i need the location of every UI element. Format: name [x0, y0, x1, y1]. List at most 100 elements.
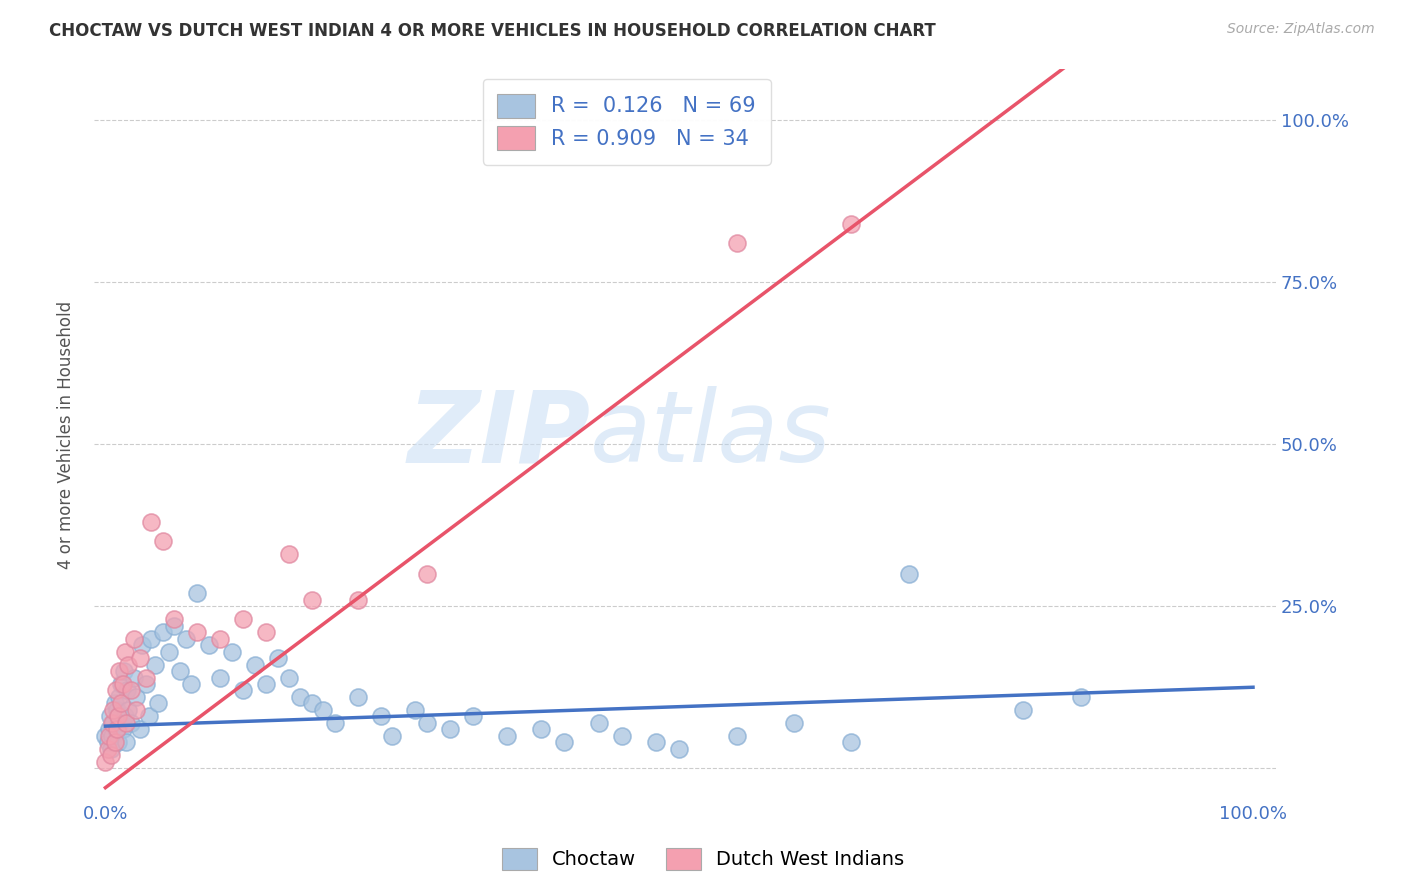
Point [131, 638, 153, 652]
Point [103, 703, 125, 717]
Point [197, 638, 219, 652]
Point [169, 664, 191, 678]
Point [125, 703, 148, 717]
Point [841, 735, 863, 749]
Y-axis label: 4 or more Vehicles in Household: 4 or more Vehicles in Household [58, 301, 75, 568]
Point [278, 548, 301, 562]
Point [98, 709, 121, 723]
Point [232, 683, 254, 698]
Point [180, 677, 202, 691]
Point [174, 632, 197, 646]
Point [323, 715, 346, 730]
Point [416, 715, 439, 730]
Point [122, 632, 145, 646]
Point [103, 735, 125, 749]
Point [312, 703, 335, 717]
Point [404, 703, 426, 717]
Point [163, 618, 186, 632]
Point [347, 690, 370, 704]
Point [128, 651, 150, 665]
Point [588, 715, 610, 730]
Point [290, 690, 312, 704]
Point [841, 217, 863, 231]
Point [112, 664, 135, 678]
Point [110, 677, 132, 691]
Point [668, 741, 690, 756]
Point [1012, 703, 1035, 717]
Point [461, 709, 484, 723]
Point [117, 703, 139, 717]
Point [114, 645, 136, 659]
Point [141, 515, 163, 529]
Point [103, 697, 125, 711]
Point [115, 715, 138, 730]
Point [496, 729, 519, 743]
Point [111, 723, 134, 737]
Point [138, 709, 160, 723]
Text: Source: ZipAtlas.com: Source: ZipAtlas.com [1227, 22, 1375, 37]
Point [105, 723, 128, 737]
Point [148, 697, 170, 711]
Point [110, 697, 132, 711]
Point [1070, 690, 1092, 704]
Point [783, 715, 806, 730]
Point [278, 671, 301, 685]
Point [610, 729, 633, 743]
Point [725, 236, 748, 251]
Point [125, 690, 148, 704]
Point [530, 723, 553, 737]
Point [114, 709, 136, 723]
Point [97, 735, 120, 749]
Point [152, 625, 174, 640]
Point [186, 625, 208, 640]
Point [110, 715, 132, 730]
Legend: Choctaw, Dutch West Indians: Choctaw, Dutch West Indians [494, 839, 912, 878]
Point [97, 723, 120, 737]
Point [100, 748, 122, 763]
Point [370, 709, 392, 723]
Point [135, 671, 157, 685]
Point [141, 632, 163, 646]
Point [221, 645, 243, 659]
Point [254, 625, 277, 640]
Point [100, 741, 122, 756]
Point [243, 657, 266, 672]
Point [122, 671, 145, 685]
Point [645, 735, 668, 749]
Point [439, 723, 461, 737]
Point [108, 690, 131, 704]
Point [381, 729, 404, 743]
Point [115, 683, 138, 698]
Point [553, 735, 575, 749]
Point [111, 677, 134, 691]
Point [108, 664, 131, 678]
Point [186, 586, 208, 600]
Point [104, 683, 127, 698]
Point [115, 735, 138, 749]
Legend: R =  0.126   N = 69, R = 0.909   N = 34: R = 0.126 N = 69, R = 0.909 N = 34 [482, 78, 770, 164]
Point [301, 592, 323, 607]
Point [105, 703, 128, 717]
Point [897, 566, 920, 581]
Text: ZIP: ZIP [408, 386, 591, 483]
Point [725, 729, 748, 743]
Point [103, 715, 125, 730]
Point [152, 534, 174, 549]
Point [97, 741, 120, 756]
Point [97, 729, 120, 743]
Point [101, 715, 124, 730]
Point [301, 697, 323, 711]
Point [232, 612, 254, 626]
Text: CHOCTAW VS DUTCH WEST INDIAN 4 OR MORE VEHICLES IN HOUSEHOLD CORRELATION CHART: CHOCTAW VS DUTCH WEST INDIAN 4 OR MORE V… [49, 22, 936, 40]
Point [157, 645, 180, 659]
Point [209, 632, 232, 646]
Point [209, 671, 232, 685]
Point [117, 657, 139, 672]
Point [120, 683, 142, 698]
Point [163, 612, 186, 626]
Point [135, 677, 157, 691]
Point [266, 651, 288, 665]
Point [120, 715, 142, 730]
Point [347, 592, 370, 607]
Point [104, 723, 127, 737]
